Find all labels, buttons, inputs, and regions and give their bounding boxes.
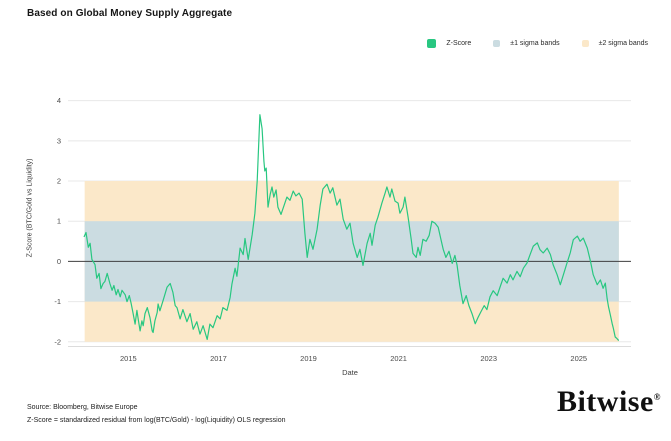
legend-label: ±2 sigma bands [598,40,648,47]
sigma1-swatch-icon [493,40,501,47]
registered-mark: ® [653,392,661,402]
legend-label: Z-Score [446,40,472,47]
x-tick-label: 2019 [300,354,317,363]
x-tick-label: 2023 [480,354,497,363]
source-line: Source: Bloomberg, Bitwise Europe [27,404,138,411]
legend-item-zscore: Z-Score [427,39,471,48]
legend-label: ±1 sigma bands [510,40,560,47]
legend: Z-Score ±1 sigma bands ±2 sigma bands [405,39,648,48]
y-tick-label: 4 [57,96,61,105]
zscore-swatch-icon [427,39,437,48]
bitwise-logo: Bitwise® [557,385,661,419]
legend-item-sigma2: ±2 sigma bands [581,40,648,47]
x-tick-label: 2025 [570,354,587,363]
y-tick-label: 1 [57,217,61,226]
x-tick-label: 2021 [390,354,407,363]
y-axis-label: Z-Score (BTC/Gold vs Liquidity) [26,158,34,258]
chart-title: Based on Global Money Supply Aggregate [27,8,233,19]
x-tick-label: 2015 [120,354,137,363]
sigma2-swatch-icon [581,40,589,47]
x-axis-label: Date [342,368,358,377]
y-tick-label: 0 [57,257,61,266]
y-tick-label: 2 [57,177,61,186]
y-tick-label: -1 [54,297,61,306]
y-tick-label: 3 [57,136,61,145]
formula-line: Z-Score = standardized residual from log… [27,417,286,424]
zscore-line [83,114,620,341]
legend-item-sigma1: ±1 sigma bands [493,40,560,47]
logo-text: Bitwise [556,385,654,418]
footer: Source: Bloomberg, Bitwise Europe Z-Scor… [27,401,286,427]
x-tick-label: 2017 [210,354,227,363]
zscore-line-chart: -2 -1 0 1 2 3 4 2015 2017 2019 2021 2023 2025 [54,96,631,363]
y-tick-label: -2 [54,337,61,346]
